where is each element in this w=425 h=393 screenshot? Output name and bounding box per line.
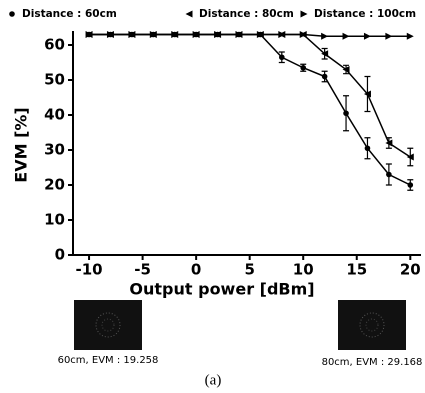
marker [343,110,349,116]
legend-marker [186,11,193,18]
marker [386,172,392,178]
figure: Output power [dBm] EVM [%] 60cm, EVM : 1… [0,0,425,393]
inset-image [74,300,142,350]
marker [407,182,413,188]
x-tick-label: -10 [76,261,103,279]
x-tick-label: -5 [134,261,151,279]
x-tick-label: 15 [346,261,367,279]
y-tick-label: 50 [44,71,65,89]
x-axis-label: Output power [dBm] [129,280,314,299]
series-line [89,35,410,37]
marker [365,145,371,151]
marker [385,33,392,40]
inset-image [338,300,406,350]
marker [322,74,328,80]
marker [321,33,328,40]
marker [407,33,414,40]
y-axis-label: EVM [%] [12,107,31,182]
marker [279,54,285,60]
legend-label: Distance : 60cm [22,8,117,20]
marker [364,33,371,40]
x-tick-label: 20 [400,261,421,279]
legend-marker [9,11,15,17]
x-tick-label: 10 [293,261,314,279]
x-tick-label: 0 [191,261,201,279]
y-tick-label: 40 [44,106,65,124]
y-tick-label: 20 [44,176,65,194]
y-tick-label: 60 [44,36,65,54]
legend-label: Distance : 100cm [314,8,416,20]
series-line [89,35,410,186]
legend-label: Distance : 80cm [199,8,294,20]
legend-marker [301,11,308,18]
y-tick-label: 30 [44,141,65,159]
inset-caption: 60cm, EVM : 19.258 [58,355,159,366]
x-tick-label: 5 [244,261,254,279]
marker [300,65,306,71]
y-tick-label: 0 [55,246,65,264]
marker [343,33,350,40]
figure-label: (a) [205,372,222,388]
y-tick-label: 10 [44,211,65,229]
inset-caption: 80cm, EVM : 29.168 [322,357,423,368]
